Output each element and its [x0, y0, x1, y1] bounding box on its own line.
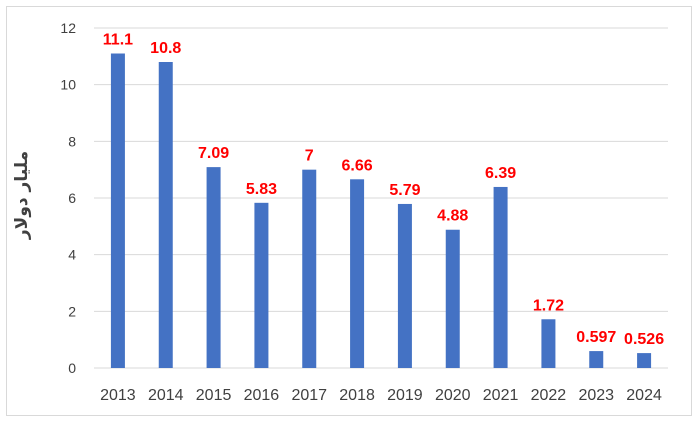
bar: [206, 167, 221, 368]
x-tick-labels: 2013 2014 2015 2016 2017 2018 2019 2020 2021 2022…: [100, 387, 662, 404]
y-tick-label: 0: [68, 360, 76, 376]
bar: [302, 169, 317, 368]
y-tick-label: 2: [68, 303, 76, 319]
bar: [254, 202, 269, 368]
x-tick-label: 2018: [339, 387, 375, 404]
y-tick-label: 10: [60, 77, 76, 93]
data-label: 4.88: [437, 208, 468, 225]
data-label: 6.39: [485, 165, 516, 182]
x-tick-label: 2024: [626, 387, 662, 404]
data-label: 5.79: [389, 182, 420, 199]
bar: [350, 179, 365, 368]
data-label: 0.526: [624, 331, 664, 348]
data-label: 0.597: [576, 329, 616, 346]
bar: [589, 351, 604, 368]
bar: [110, 53, 125, 368]
bar: [637, 353, 652, 368]
x-tick-label: 2021: [483, 387, 519, 404]
data-label: 1.72: [533, 297, 564, 314]
data-label: 6.66: [342, 157, 373, 174]
data-label: 7.09: [198, 145, 229, 162]
gridlines: [94, 27, 668, 369]
y-tick-label: 4: [68, 247, 76, 263]
data-label: 11.1: [103, 32, 133, 49]
bar: [541, 319, 556, 368]
data-label: 10.8: [150, 40, 181, 57]
y-tick-label: 6: [68, 190, 76, 206]
x-tick-label: 2015: [196, 387, 232, 404]
x-tick-label: 2016: [244, 387, 280, 404]
data-label: 7: [305, 148, 314, 165]
data-labels: 11.1 10.8 7.09 5.83 7 6.66 5.79 4.88 6.39 1.72 0.5…: [103, 32, 664, 349]
y-tick-label: 12: [60, 20, 76, 36]
bar: [397, 203, 412, 368]
bar: [445, 229, 460, 368]
x-tick-label: 2017: [291, 387, 327, 404]
data-label: 5.83: [246, 181, 277, 198]
y-tick-labels: 0 2 4 6 8 10 12: [60, 20, 76, 376]
x-tick-label: 2023: [578, 387, 614, 404]
x-tick-label: 2022: [531, 387, 567, 404]
x-tick-label: 2013: [100, 387, 136, 404]
bars: [110, 53, 652, 368]
y-tick-label: 8: [68, 133, 76, 149]
bar: [158, 62, 173, 368]
x-tick-label: 2014: [148, 387, 184, 404]
x-tick-label: 2019: [387, 387, 423, 404]
bar: [493, 186, 508, 368]
x-tick-label: 2020: [435, 387, 471, 404]
